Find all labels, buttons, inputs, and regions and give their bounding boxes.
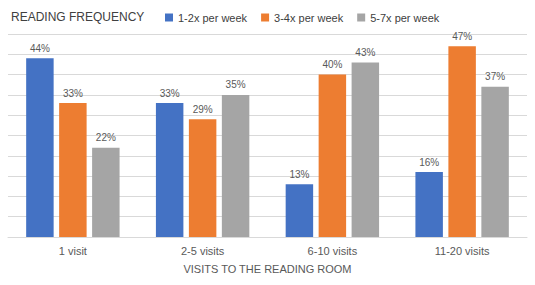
svg-text:43%: 43% xyxy=(355,47,375,58)
svg-text:33%: 33% xyxy=(160,88,180,99)
svg-text:16%: 16% xyxy=(419,157,439,168)
svg-text:2-5 visits: 2-5 visits xyxy=(181,245,225,257)
svg-text:1-2x per week: 1-2x per week xyxy=(178,12,248,24)
svg-text:22%: 22% xyxy=(96,132,116,143)
svg-text:READING FREQUENCY: READING FREQUENCY xyxy=(11,10,144,24)
svg-text:VISITS TO THE READING ROOM: VISITS TO THE READING ROOM xyxy=(183,263,351,275)
svg-text:35%: 35% xyxy=(226,79,246,90)
svg-text:1 visit: 1 visit xyxy=(59,245,87,257)
svg-text:5-7x per week: 5-7x per week xyxy=(370,12,440,24)
svg-text:40%: 40% xyxy=(322,59,342,70)
svg-text:6-10 visits: 6-10 visits xyxy=(308,245,358,257)
svg-text:37%: 37% xyxy=(485,71,505,82)
svg-text:13%: 13% xyxy=(289,169,309,180)
svg-text:33%: 33% xyxy=(63,88,83,99)
svg-text:11-20 visits: 11-20 visits xyxy=(435,245,490,257)
svg-text:47%: 47% xyxy=(452,31,472,42)
svg-text:3-4x per week: 3-4x per week xyxy=(274,12,344,24)
svg-text:44%: 44% xyxy=(30,43,50,54)
svg-text:29%: 29% xyxy=(193,104,213,115)
